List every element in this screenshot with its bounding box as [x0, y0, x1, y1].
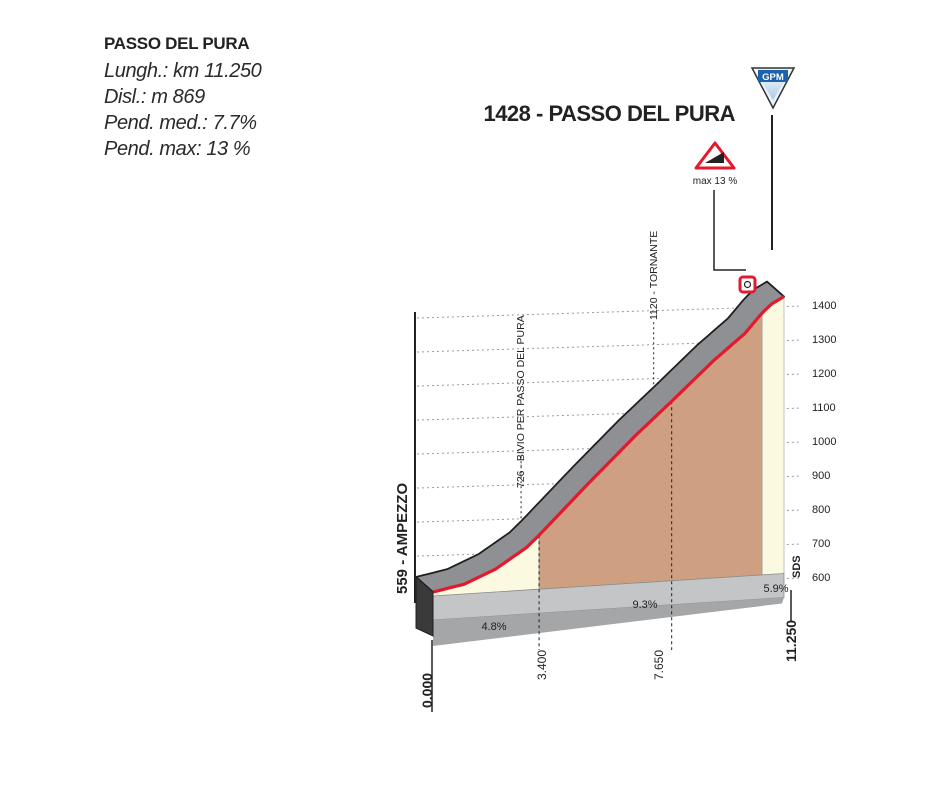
- y-tick-label: 1000: [812, 436, 836, 448]
- slope-glyph-icon: [705, 152, 724, 163]
- grid-line: [416, 339, 801, 353]
- gradient-segment-fills: [432, 296, 785, 646]
- steep-gradient-sign-icon: [694, 141, 736, 170]
- x-axis-tick-labels: 0.000 3.400 7.650 11.250: [419, 620, 799, 708]
- y-tick-label: 1300: [812, 334, 836, 346]
- segment-gradient-label: 5.9%: [763, 583, 788, 595]
- y-tick-label: 700: [812, 538, 830, 550]
- annotation-labels: 726 - BIVIO PER PASSO DEL PURA 1120 - TOR…: [515, 231, 660, 488]
- y-tick-label: 1400: [812, 300, 836, 312]
- max-sign-connector: [713, 190, 746, 271]
- summit-label: 1428 - PASSO DEL PURA: [483, 101, 735, 126]
- annotation-label: 1120 - TORNANTE: [648, 231, 660, 320]
- annotation-lines: [431, 321, 792, 712]
- climb-title: PASSO DEL PURA: [104, 34, 250, 53]
- x-tick-label: 3.400: [535, 650, 549, 680]
- climb-info: PASSO DEL PURA Lungh.: km 11.250 Disl.: …: [104, 34, 262, 162]
- gradient-segment-fill: [538, 312, 763, 590]
- gpm-badge-label: GPM: [762, 72, 784, 83]
- segment-gradient-labels: 4.8% 9.3% 5.9%: [481, 583, 788, 633]
- annotation-label: 726 - BIVIO PER PASSO DEL PURA: [515, 315, 527, 488]
- x-tick-label: 11.250: [783, 620, 799, 662]
- start-label: 559 - AMPEZZO: [394, 483, 411, 594]
- sds-logo: SDS: [791, 555, 803, 578]
- segment-gradient-label: 4.8%: [481, 621, 506, 633]
- road-red-line: [432, 295, 785, 594]
- y-tick-label: 1200: [812, 368, 836, 380]
- max-gradient-marker-dot-icon: [743, 280, 752, 289]
- stat-max-gradient: Pend. max: 13 %: [104, 138, 251, 160]
- grid-line: [416, 407, 801, 421]
- max-gradient-marker: [738, 275, 757, 294]
- stat-length: Lungh.: km 11.250: [104, 60, 262, 82]
- y-tick-label: 800: [812, 504, 830, 516]
- y-tick-label: 1100: [812, 402, 836, 414]
- grid-line: [416, 373, 801, 387]
- stat-average-gradient: Pend. med.: 7.7%: [104, 112, 257, 134]
- road-start-block: [415, 575, 434, 637]
- gpm-badge: [758, 70, 788, 82]
- x-tick-label: 0.000: [419, 673, 435, 708]
- grid-line: [416, 305, 801, 319]
- gradient-segment-fill: [761, 296, 785, 576]
- segment-gradient-label: 9.3%: [632, 599, 657, 611]
- road-ribbon: [415, 280, 785, 637]
- y-tick-label: 600: [812, 572, 830, 584]
- max-sign-label: max 13 %: [693, 176, 738, 187]
- y-tick-label: 900: [812, 470, 830, 482]
- y-axis-tick-labels: 600 700 800 900 1000 1100 1200 1300 1400: [812, 300, 836, 584]
- x-tick-label: 7.650: [652, 650, 666, 680]
- base-slab-front: [433, 597, 784, 646]
- stat-elevation-gain: Disl.: m 869: [104, 86, 205, 108]
